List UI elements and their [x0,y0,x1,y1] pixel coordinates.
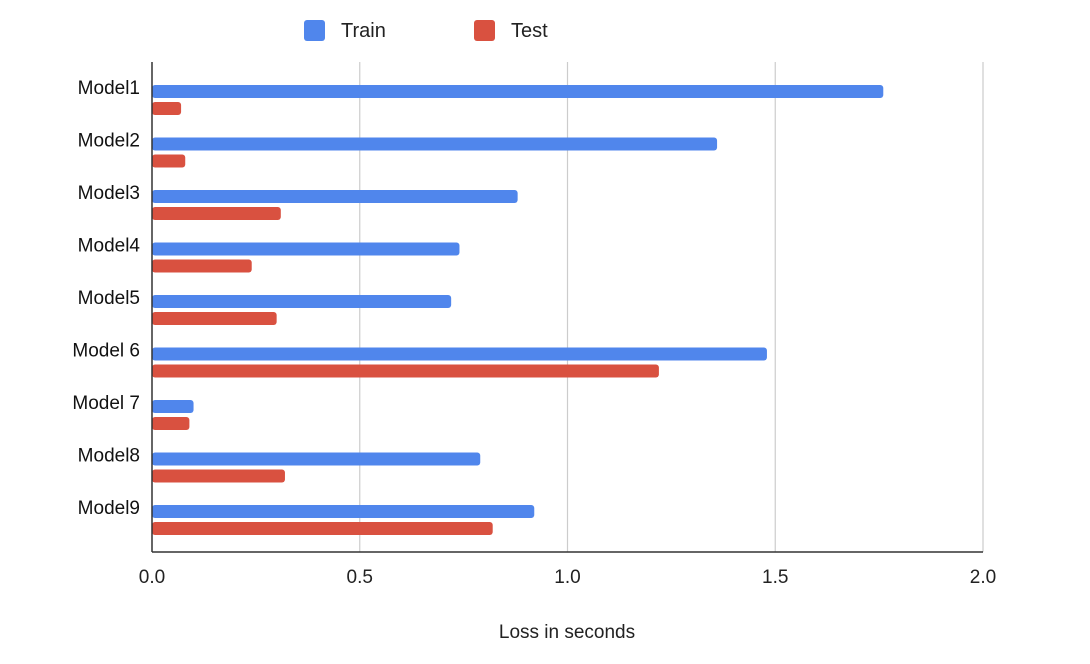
category-label: Model1 [78,78,140,99]
bar-train-model3 [152,190,518,203]
category-label: Model 7 [72,393,140,414]
x-axis-title: Loss in seconds [499,622,635,643]
bars-layer [152,85,884,535]
bar-train-model9 [152,505,535,518]
bar-test-model9 [152,522,493,535]
x-tick-label: 2.0 [970,567,996,588]
category-label: Model3 [78,183,140,204]
category-label: Model 6 [72,341,140,362]
category-label: Model4 [78,236,141,257]
category-label: Model2 [78,131,140,152]
x-tick-label: 0.0 [139,567,165,588]
category-label: Model5 [78,288,140,309]
bar-test-model1 [152,102,182,115]
x-tick-label: 0.5 [347,567,373,588]
x-tick-label: 1.5 [762,567,788,588]
bar-test-model4 [152,259,252,273]
legend: Train Test [304,20,548,42]
bar-train-model2 [152,137,718,151]
category-label: Model8 [78,446,140,467]
axis-layer: 0.0 0.5 1.0 1.5 2.0 Model1 Model2 Model3 Model4 M… [72,62,996,588]
bar-train-model5 [152,295,452,308]
bar-train-model6 [152,347,767,361]
grid-layer [359,62,984,552]
bar-test-model7 [152,417,190,430]
legend-label-train: Train [341,20,386,42]
bar-train-model4 [152,242,460,256]
legend-swatch-train [304,20,325,41]
bar-test-model8 [152,469,285,483]
x-tick-label: 1.0 [554,567,580,588]
bar-test-model3 [152,207,281,220]
category-label: Model9 [78,498,140,519]
bar-train-model7 [152,400,194,413]
legend-swatch-test [474,20,495,41]
legend-label-test: Test [511,20,548,42]
bar-test-model6 [152,364,659,378]
bar-test-model2 [152,154,186,168]
bar-test-model5 [152,312,277,325]
bar-train-model1 [152,85,884,98]
bar-train-model8 [152,452,481,466]
